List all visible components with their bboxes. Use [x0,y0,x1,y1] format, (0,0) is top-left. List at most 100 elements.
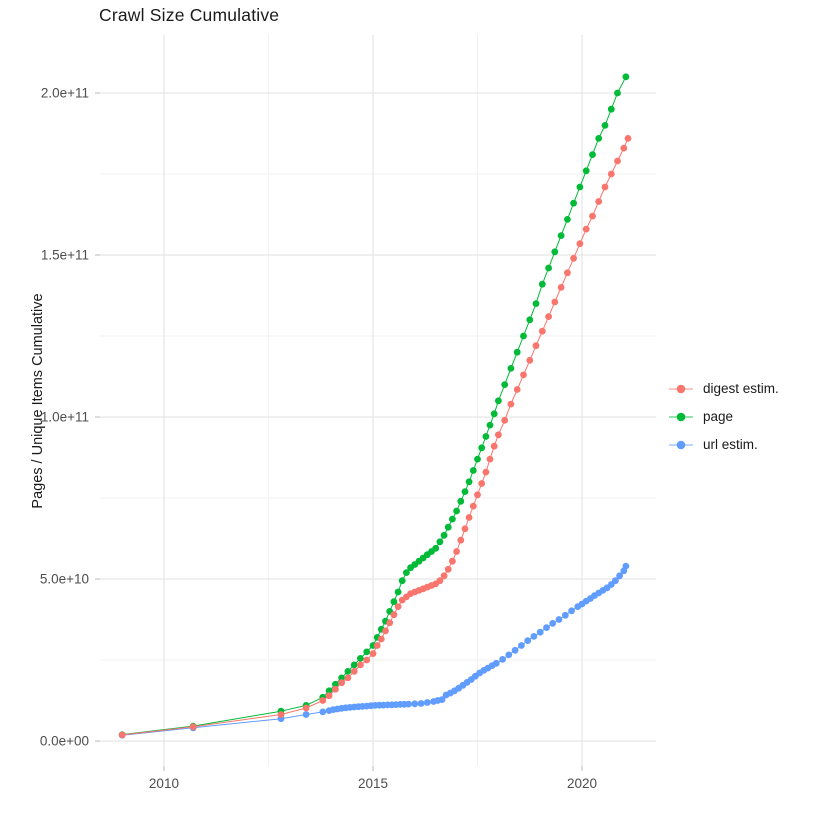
data-point-digest-estim [582,225,590,233]
data-point-page [350,661,358,669]
data-point-page [538,280,546,288]
data-point-url-estim [518,642,525,649]
data-point-digest-estim [363,656,371,664]
data-point-digest-estim [325,692,333,700]
data-point-url-estim [555,616,563,623]
data-point-digest-estim [118,731,126,739]
data-point-page [449,515,456,523]
data-point-page [501,381,509,388]
data-point-digest-estim [501,416,509,424]
legend-key-page-icon [669,412,693,421]
data-point-page [453,507,460,515]
data-point-digest-estim [495,431,502,439]
data-point-url-estim [505,651,513,659]
legend: digest estim. page url estim. [668,379,779,454]
data-point-page [403,569,410,576]
data-point-url-estim [417,700,425,707]
data-point-page [465,478,473,486]
data-point-digest-estim [538,327,546,335]
data-point-page [495,397,502,405]
data-point-page [469,467,477,474]
data-point-page [478,444,486,452]
data-point-page [526,316,534,324]
axis-tick-marks [95,92,583,771]
data-point-digest-estim [624,135,632,142]
data-point-page [363,648,371,656]
data-point-digest-estim [382,627,389,635]
y-axis-tick-labels: 0.0e+00 5.0e+10 1.0e+11 1.5e+11 2.0e+11 [40,86,89,749]
data-point-page [601,122,609,129]
data-point-url-estim [622,562,630,570]
gridlines-minor [100,35,656,766]
data-point-url-estim [530,633,538,640]
data-point-page [357,655,364,662]
data-point-digest-estim [576,240,584,248]
data-point-digest-estim [620,144,628,152]
data-point-page [490,410,498,418]
series-digest-estim [118,135,632,739]
legend-label-url-estim: url estim. [703,437,758,452]
data-point-page [595,135,603,142]
data-point-digest-estim [440,572,448,580]
data-point-digest-estim [390,611,398,619]
data-point-digest-estim [614,157,621,165]
data-point-digest-estim [490,442,498,450]
data-point-digest-estim [357,661,364,669]
data-point-page [532,300,540,307]
data-point-page [338,674,345,682]
data-point-url-estim [411,700,419,708]
data-point-page [570,199,577,207]
data-point-digest-estim [453,548,460,555]
data-point-digest-estim [338,679,345,687]
data-point-url-estim [543,624,550,631]
gridlines-major [100,35,656,766]
data-point-page [482,433,490,440]
data-point-url-estim [511,646,519,654]
data-point-digest-estim [465,514,473,521]
data-point-digest-estim [478,480,486,487]
data-point-page [332,680,339,688]
data-point-page [444,523,452,531]
data-point-digest-estim [344,674,352,682]
legend-item-page: page [668,407,779,426]
data-point-url-estim [302,711,310,718]
legend-item-digest-estim: digest estim. [668,379,779,398]
data-point-page [474,455,481,463]
x-tick-label: 2015 [358,776,388,791]
data-point-url-estim [568,607,575,615]
data-point-page [507,365,515,372]
data-point-digest-estim [373,642,381,649]
data-point-page [622,73,630,81]
data-point-digest-estim [595,198,603,205]
data-point-url-estim [561,611,569,619]
data-point-page [344,668,352,675]
data-point-digest-estim [545,313,552,320]
data-point-page [394,588,402,596]
data-point-page [486,421,494,429]
data-point-digest-estim [507,400,515,408]
data-point-page [557,232,565,240]
data-point-digest-estim [277,711,285,718]
data-point-page [589,151,596,159]
data-point-digest-estim [394,603,402,610]
legend-label-page: page [703,409,734,424]
data-point-digest-estim [557,284,565,291]
data-point-digest-estim [482,468,490,476]
data-point-url-estim [492,659,500,667]
data-point-digest-estim [601,183,609,191]
data-point-digest-estim [520,371,527,379]
data-point-page [582,167,590,175]
data-point-url-estim [536,628,544,636]
data-point-page [614,89,621,97]
legend-label-digest-estim: digest estim. [703,381,779,396]
data-point-page [576,183,584,191]
data-point-url-estim [499,656,506,663]
data-point-digest-estim [589,212,596,220]
data-point-digest-estim [332,685,339,693]
y-tick-label: 5.0e+10 [40,572,89,587]
legend-key-digest-icon [669,384,693,393]
x-tick-label: 2010 [149,776,179,791]
y-tick-label: 1.0e+11 [41,410,89,425]
data-point-page [520,332,527,340]
